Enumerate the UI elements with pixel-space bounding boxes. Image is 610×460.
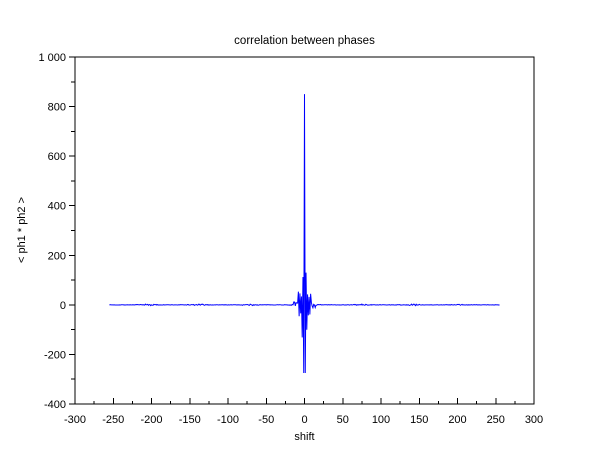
- x-tick-label: 150: [410, 414, 428, 426]
- y-axis-label: < ph1 * ph2 >: [16, 197, 28, 263]
- x-tick-label: 100: [372, 414, 390, 426]
- x-tick-label: -200: [140, 414, 162, 426]
- y-tick-label: -400: [44, 399, 66, 411]
- x-tick-label: -250: [102, 414, 124, 426]
- x-tick-label: -100: [217, 414, 239, 426]
- y-axis-tick-labels: 1 000 800 600 400 200 0 -200 -400: [38, 52, 66, 411]
- y-tick-label: 0: [60, 300, 66, 312]
- y-tick-label: 800: [48, 102, 66, 114]
- correlation-line: [109, 94, 500, 374]
- x-axis-tick-labels: -300 -250 -200 -150 -100 -50 0 50 100 150 200 250 30…: [64, 414, 543, 426]
- y-tick-label: 600: [48, 151, 66, 163]
- x-tick-label: -150: [179, 414, 201, 426]
- y-tick-label: 400: [48, 201, 66, 213]
- y-tick-label: -200: [44, 349, 66, 361]
- y-tick-label: 1 000: [38, 52, 66, 64]
- x-tick-label: 0: [301, 414, 307, 426]
- x-axis-label: shift: [294, 431, 314, 443]
- x-tick-label: 200: [448, 414, 466, 426]
- x-tick-label: 250: [487, 414, 505, 426]
- y-axis-ticks: [69, 56, 75, 405]
- chart-title: correlation between phases: [234, 35, 375, 47]
- y-tick-label: 200: [48, 250, 66, 262]
- x-tick-label: -300: [64, 414, 86, 426]
- x-tick-label: 300: [525, 414, 543, 426]
- x-tick-label: 50: [337, 414, 349, 426]
- x-tick-label: -50: [258, 414, 274, 426]
- x-axis-ticks: [74, 398, 535, 404]
